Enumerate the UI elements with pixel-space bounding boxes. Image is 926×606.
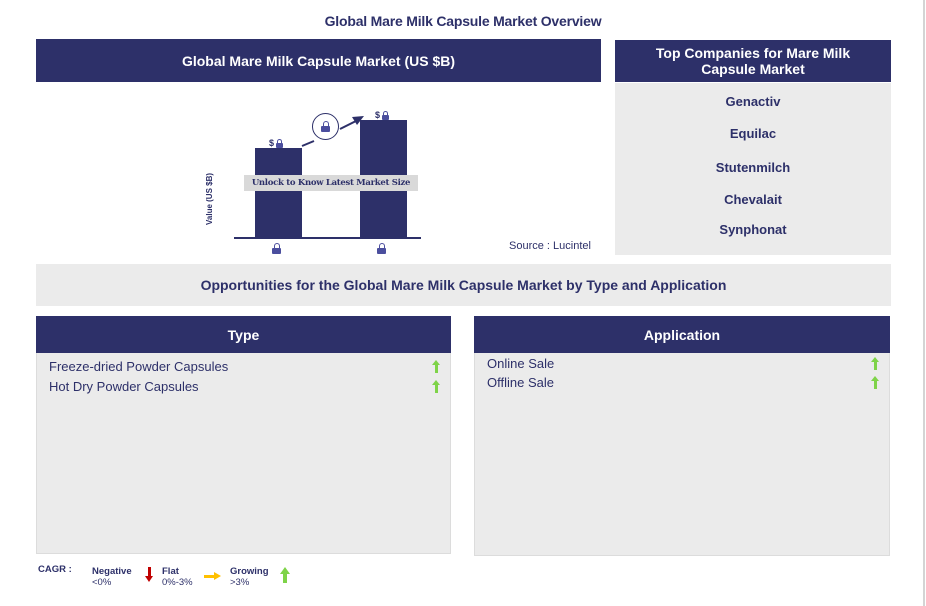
type-panel-header: Type <box>36 316 451 353</box>
application-row: Online Sale <box>487 356 879 371</box>
growing-arrow-icon <box>432 360 440 373</box>
source-label: Source : Lucintel <box>509 240 591 252</box>
cagr-legend-title: CAGR : <box>38 564 72 575</box>
lock-icon <box>321 121 330 132</box>
trend-arrow-icon <box>301 116 364 147</box>
type-label: Hot Dry Powder Capsules <box>49 379 199 394</box>
type-panel: Freeze-dried Powder Capsules Hot Dry Pow… <box>36 353 451 554</box>
company-item: Genactiv <box>725 94 781 109</box>
growing-arrow-icon <box>871 357 879 370</box>
company-item: Synphonat <box>719 222 787 237</box>
type-row: Hot Dry Powder Capsules <box>49 379 440 394</box>
application-label: Offline Sale <box>487 375 554 390</box>
growing-arrow-icon <box>432 380 440 393</box>
top-companies-header: Top Companies for Mare Milk Capsule Mark… <box>615 40 891 82</box>
legend-growing: Growing >3% <box>230 566 269 588</box>
bar-1-value-label: $ <box>269 138 284 148</box>
legend-negative: Negative <0% <box>92 566 132 588</box>
lock-icon[interactable] <box>382 111 390 120</box>
market-size-chart: Value (US $B) $ $ Unlock to Know Latest … <box>200 100 450 260</box>
company-item: Chevalait <box>724 192 782 207</box>
application-label: Online Sale <box>487 356 555 371</box>
growing-arrow-icon <box>871 376 879 389</box>
right-arrow-yellow-icon <box>204 572 221 581</box>
top-companies-list: Genactiv Equilac Stutenmilch Chevalait S… <box>615 83 891 255</box>
unlock-market-size-banner[interactable]: Unlock to Know Latest Market Size <box>244 175 418 191</box>
type-row: Freeze-dried Powder Capsules <box>49 359 440 374</box>
application-panel: Online Sale Offline Sale <box>474 353 890 556</box>
growth-lock-circle[interactable] <box>312 113 339 140</box>
company-item: Equilac <box>729 126 777 141</box>
up-arrow-green-icon <box>280 567 290 583</box>
lock-icon[interactable] <box>276 139 284 148</box>
company-item: Stutenmilch <box>715 160 791 175</box>
application-row: Offline Sale <box>487 375 879 390</box>
legend-flat: Flat 0%-3% <box>162 566 193 588</box>
page-right-border <box>923 0 925 606</box>
type-label: Freeze-dried Powder Capsules <box>49 359 229 374</box>
bar-1 <box>255 148 302 237</box>
x-axis <box>234 237 421 239</box>
down-arrow-red-icon <box>145 567 153 582</box>
x-label-lock-icon[interactable] <box>272 243 281 254</box>
bar-2-value-label: $ <box>375 110 390 120</box>
page-title: Global Mare Milk Capsule Market Overview <box>324 13 602 29</box>
application-panel-header: Application <box>474 316 890 353</box>
y-axis-label: Value (US $B) <box>205 172 214 225</box>
opportunities-banner: Opportunities for the Global Mare Milk C… <box>36 264 891 306</box>
x-label-lock-icon[interactable] <box>377 243 386 254</box>
market-chart-header: Global Mare Milk Capsule Market (US $B) <box>36 39 601 82</box>
